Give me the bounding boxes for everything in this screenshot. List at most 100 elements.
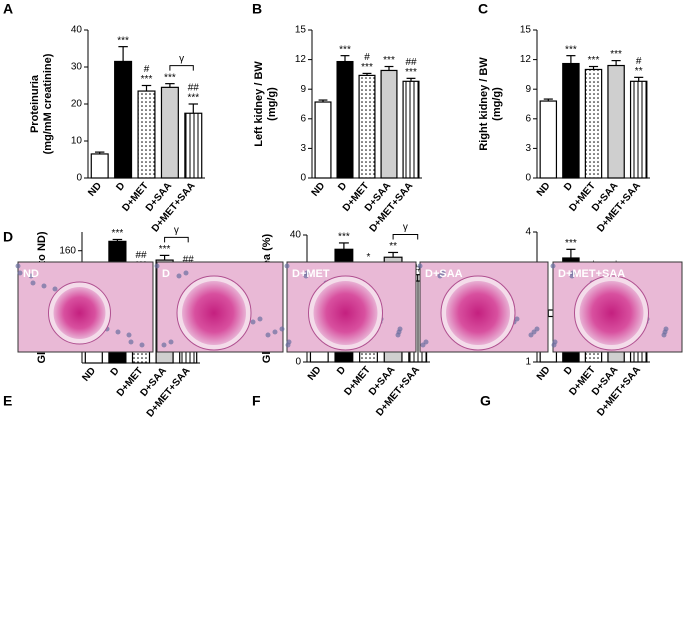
- y-axis-label: (mg/mM creatinine): [42, 53, 54, 154]
- x-tick-label: D: [114, 181, 127, 194]
- micrograph-label: D+MET+SAA: [558, 268, 625, 280]
- nucleus: [663, 326, 669, 332]
- micrograph-label: D+MET: [292, 268, 330, 280]
- nucleus: [17, 270, 23, 276]
- y-axis-label: Proteinuria: [29, 74, 41, 133]
- significance-label: #: [636, 56, 642, 67]
- panel-letter: G: [480, 393, 491, 409]
- y-tick-label: 3: [300, 143, 306, 154]
- bracket-label: γ: [403, 222, 408, 233]
- significance-label: ##: [188, 83, 200, 94]
- micrograph: [550, 261, 683, 353]
- bar: [90, 153, 109, 179]
- significance-label: ***: [159, 244, 171, 255]
- x-tick-label: ND: [86, 181, 104, 199]
- nucleus: [286, 339, 292, 345]
- y-tick-label: 3: [525, 143, 531, 154]
- panel-letter: B: [252, 1, 262, 17]
- panel-letter: C: [478, 1, 488, 17]
- significance-label: ***: [112, 228, 124, 239]
- x-tick-label: D: [562, 181, 575, 194]
- panel-letter: E: [3, 393, 12, 409]
- glomerulus-core: [313, 281, 378, 345]
- significance-label: **: [635, 66, 643, 77]
- micrograph: [154, 261, 285, 353]
- significance-label: ***: [588, 55, 600, 66]
- bracket: [169, 65, 194, 71]
- y-tick-label: 40: [290, 230, 302, 241]
- nucleus: [139, 342, 145, 348]
- x-tick-label: ND: [535, 181, 553, 199]
- bar: [402, 80, 420, 179]
- significance-label: *: [367, 252, 371, 263]
- y-tick-label: 30: [71, 62, 83, 73]
- y-tick-label: 9: [525, 84, 531, 95]
- glomerulus-core: [579, 281, 644, 345]
- y-tick-label: 12: [295, 54, 307, 65]
- x-tick-label: D: [562, 365, 575, 378]
- bar: [184, 112, 203, 179]
- nucleus: [30, 280, 36, 286]
- x-tick-label: D: [336, 181, 349, 194]
- glomerulus-core: [182, 281, 246, 345]
- nucleus: [440, 270, 446, 276]
- x-tick-label: ND: [306, 365, 324, 383]
- nucleus: [257, 316, 263, 322]
- significance-label: ##: [135, 250, 147, 261]
- micrograph-label: D: [162, 268, 170, 280]
- significance-label: ***: [339, 44, 351, 55]
- nucleus: [176, 273, 182, 279]
- y-tick-label: 6: [300, 113, 306, 124]
- y-axis-label: Right kidney / BW: [478, 57, 490, 151]
- significance-label: ***: [164, 72, 176, 83]
- x-tick-label: D: [335, 365, 348, 378]
- y-tick-label: 15: [520, 25, 532, 36]
- x-tick-label: ND: [310, 181, 328, 199]
- x-tick-label: ND: [80, 366, 98, 384]
- bracket: [392, 233, 419, 240]
- y-tick-label: 10: [71, 136, 83, 147]
- y-tick-label: 15: [295, 25, 307, 36]
- y-tick-label: 160: [59, 245, 76, 256]
- significance-label: ***: [141, 74, 153, 85]
- significance-label: ***: [383, 55, 395, 66]
- significance-label: ***: [187, 93, 199, 104]
- micrograph: [417, 261, 549, 353]
- significance-label: ***: [565, 238, 577, 249]
- nucleus: [279, 326, 285, 332]
- nucleus: [161, 342, 167, 348]
- significance-label: ##: [405, 57, 417, 68]
- bar: [314, 101, 332, 179]
- y-tick-label: 0: [300, 173, 306, 184]
- y-tick-label: 40: [71, 25, 83, 36]
- y-axis-label: (mg/g): [491, 87, 503, 121]
- nucleus: [417, 263, 423, 269]
- y-tick-label: 0: [525, 173, 531, 184]
- significance-label: ***: [361, 62, 373, 73]
- significance-label: #: [144, 64, 150, 75]
- significance-label: ***: [338, 232, 350, 243]
- bar: [562, 62, 580, 179]
- significance-label: #: [364, 52, 370, 63]
- nucleus: [41, 283, 47, 289]
- nucleus: [272, 329, 278, 335]
- y-tick-label: 0: [76, 173, 82, 184]
- nucleus: [154, 263, 160, 269]
- panel-letter: A: [3, 1, 13, 17]
- bracket: [164, 236, 189, 243]
- nucleus: [534, 326, 540, 332]
- nucleus: [304, 270, 310, 276]
- nucleus: [550, 263, 556, 269]
- nucleus: [552, 339, 558, 345]
- significance-label: ##: [412, 263, 424, 274]
- panel-letter: D: [3, 229, 13, 245]
- nucleus: [265, 332, 271, 338]
- y-tick-label: 4: [525, 227, 531, 238]
- bracket-label: γ: [179, 53, 184, 64]
- significance-label: ***: [565, 44, 577, 55]
- y-tick-label: 1: [525, 357, 531, 368]
- nucleus: [52, 286, 58, 292]
- glomerulus-core: [446, 281, 510, 345]
- glomerulus-core: [53, 287, 106, 339]
